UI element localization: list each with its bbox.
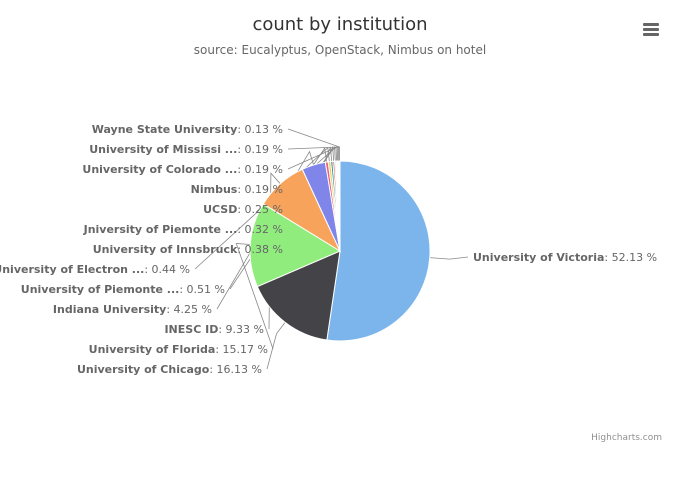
slice-label-value: : 0.51 % — [179, 283, 225, 296]
slice-label-value: : 0.44 % — [144, 263, 190, 276]
slice-label-value: : 0.19 % — [237, 183, 283, 196]
connector-line — [235, 243, 274, 350]
slice-label: University of Mississi ...: 0.19 % — [89, 143, 283, 156]
chart-subtitle: source: Eucalyptus, OpenStack, Nimbus on… — [193, 43, 487, 57]
slice-label-value: : 0.32 % — [237, 223, 283, 236]
slice-label-name: University of Mississi ... — [89, 143, 237, 156]
slice-label-name: Jniversity of Piemonte ... — [83, 223, 238, 236]
slice-label: INESC ID: 9.33 % — [164, 323, 264, 336]
pie-slice[interactable] — [249, 203, 342, 288]
slice-label: University of Victoria: 52.13 % — [473, 251, 657, 264]
pie-slices — [249, 160, 431, 342]
slice-label-name: University of Florida — [89, 343, 216, 356]
context-menu-button[interactable] — [636, 16, 664, 42]
slice-label-name: Nimbus — [191, 183, 238, 196]
slice-label: University of Florida: 15.17 % — [89, 343, 268, 356]
slice-label-value: : 15.17 % — [215, 343, 268, 356]
connector-lines — [194, 128, 469, 370]
slice-label: University of Electron ...: 0.44 % — [0, 263, 190, 276]
slice-label-value: : 0.19 % — [237, 143, 283, 156]
slice-label-name: INESC ID — [164, 323, 218, 336]
slice-label: University of Innsbruck: 0.38 % — [93, 243, 283, 256]
connector-line — [429, 256, 469, 260]
slice-label-name: University of Innsbruck — [93, 243, 238, 256]
credits-link[interactable]: Highcharts.com — [591, 433, 662, 443]
slice-label-value: : 0.38 % — [237, 243, 283, 256]
slice-label: University of Colorado ...: 0.19 % — [82, 163, 283, 176]
slice-label-value: : 0.25 % — [237, 203, 283, 216]
slice-label-name: University of Colorado ... — [82, 163, 237, 176]
slice-label-name: University of Chicago — [77, 363, 210, 376]
slice-label: University of Chicago: 16.13 % — [77, 363, 262, 376]
connector-line — [216, 150, 314, 310]
slice-label: University of Piemonte ...: 0.51 % — [21, 283, 225, 296]
hamburger-menu-icon — [643, 23, 659, 36]
data-labels: University of Victoria: 52.13 %Universit… — [0, 123, 657, 376]
slice-label-value: : 52.13 % — [604, 251, 657, 264]
pie-slice[interactable] — [326, 160, 431, 342]
slice-label-value: : 9.33 % — [218, 323, 264, 336]
slice-label: UCSD: 0.25 % — [203, 203, 283, 216]
chart-title: count by institution — [252, 14, 428, 35]
slice-label-name: UCSD — [203, 203, 237, 216]
slice-label: Wayne State University: 0.13 % — [92, 123, 283, 136]
slice-label-value: : 0.13 % — [237, 123, 283, 136]
slice-label-value: : 16.13 % — [209, 363, 262, 376]
slice-label-name: University of Piemonte ... — [21, 283, 180, 296]
slice-label-name: University of Electron ... — [0, 263, 144, 276]
slice-label-value: : 0.19 % — [237, 163, 283, 176]
pie-slice[interactable] — [256, 250, 341, 341]
slice-label: Jniversity of Piemonte ...: 0.32 % — [83, 223, 283, 236]
slice-label-name: Indiana University — [53, 303, 166, 316]
slice-label-name: University of Victoria — [473, 251, 604, 264]
slice-label: Nimbus: 0.19 % — [191, 183, 283, 196]
pie-slice[interactable] — [338, 160, 341, 252]
slice-label-value: : 4.25 % — [166, 303, 212, 316]
slice-label-name: Wayne State University — [92, 123, 238, 136]
connector-line — [287, 128, 340, 161]
slice-label: Indiana University: 4.25 % — [53, 303, 212, 316]
connector-line — [266, 322, 286, 370]
